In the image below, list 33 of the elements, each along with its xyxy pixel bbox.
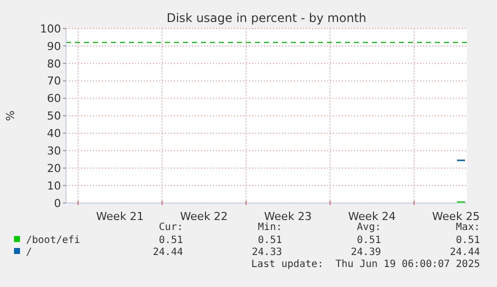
x-tick-label: Week 24 [348, 210, 396, 223]
legend-label: /boot/efi [26, 235, 80, 246]
text: Last update: Thu Jun 19 06:00:07 2025 [251, 259, 480, 270]
text: 24.33 [252, 247, 282, 258]
text: 0.51 [456, 235, 480, 246]
y-tick-label: 0 [54, 196, 61, 210]
y-tick-label: 20 [47, 162, 61, 175]
x-tick-label: Week 22 [180, 210, 228, 223]
y-tick-label: 70 [47, 74, 61, 88]
y-tick-label: 60 [47, 92, 61, 106]
y-tick-label: 30 [47, 144, 61, 158]
text: 24.39 [350, 247, 381, 258]
text: 0.51 [258, 235, 282, 246]
y-tick-label: 50 [47, 110, 61, 123]
y-tick-label: 90 [47, 40, 61, 53]
y-tick-label: 10 [47, 179, 61, 192]
text: 0.51 [158, 235, 183, 246]
text: Avg: [356, 222, 381, 233]
legend-label: / [26, 247, 32, 258]
text: Max: [456, 222, 480, 233]
x-tick-label: Week 25 [432, 210, 480, 223]
y-axis-title: % [4, 110, 17, 121]
x-tick-label: Week 21 [96, 210, 144, 223]
y-tick-label: 40 [47, 127, 61, 140]
y-tick-label: 80 [47, 57, 61, 70]
x-tick-label: Week 23 [264, 210, 312, 223]
y-tick-label: 100 [40, 22, 61, 36]
text: Cur: [158, 222, 183, 233]
text: Min: [258, 222, 282, 233]
text: 0.51 [356, 235, 381, 246]
text: 24.44 [450, 247, 480, 258]
text: 24.44 [152, 247, 183, 258]
chart-title: Disk usage in percent - by month [166, 11, 366, 25]
